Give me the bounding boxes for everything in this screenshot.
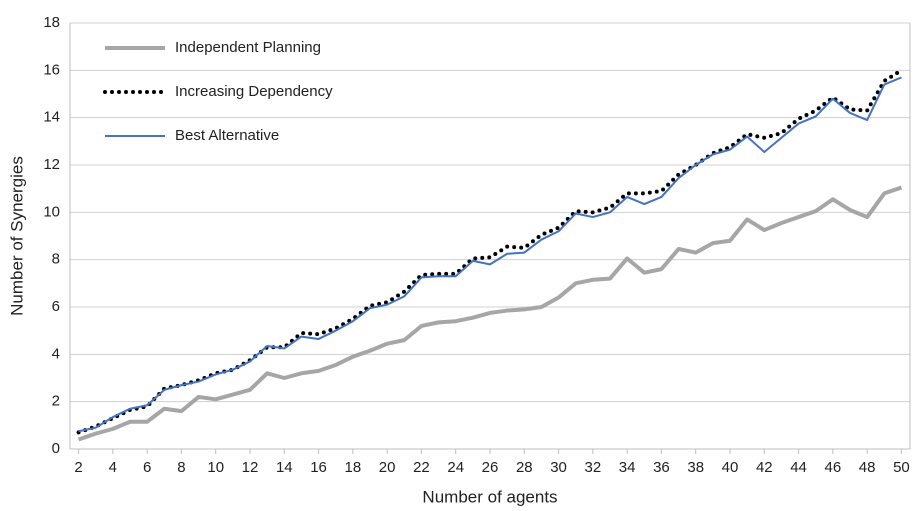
x-tick-label: 50 (893, 459, 910, 476)
x-tick-label: 42 (756, 459, 773, 476)
x-tick-label: 12 (242, 459, 259, 476)
x-tick-label: 10 (207, 459, 224, 476)
x-tick-label: 22 (413, 459, 430, 476)
x-tick-label: 14 (276, 459, 293, 476)
x-tick-label: 32 (585, 459, 602, 476)
x-tick-label: 6 (143, 459, 151, 476)
x-tick-label: 20 (379, 459, 396, 476)
x-tick-label: 24 (447, 459, 464, 476)
x-tick-label: 36 (653, 459, 670, 476)
y-tick-label: 0 (52, 440, 60, 457)
x-tick-label: 38 (687, 459, 704, 476)
y-tick-label: 12 (43, 156, 60, 173)
y-tick-label: 6 (52, 298, 60, 315)
x-tick-label: 26 (482, 459, 499, 476)
x-tick-label: 44 (790, 459, 807, 476)
series-line (76, 68, 904, 435)
y-tick-label: 10 (43, 203, 60, 220)
x-tick-label: 30 (550, 459, 567, 476)
x-tick-label: 46 (825, 459, 842, 476)
x-tick-label: 48 (859, 459, 876, 476)
y-tick-label: 14 (43, 109, 60, 126)
y-tick-label: 4 (52, 345, 60, 362)
x-tick-label: 8 (177, 459, 185, 476)
x-tick-label: 4 (109, 459, 117, 476)
x-tick-label: 18 (345, 459, 362, 476)
legend-label: Increasing Dependency (175, 83, 333, 100)
series-line (77, 185, 903, 442)
y-tick-label: 16 (43, 61, 60, 78)
series-line (78, 76, 902, 433)
x-tick-label: 2 (74, 459, 82, 476)
legend-label: Best Alternative (175, 127, 279, 144)
y-axis-title: Number of Synergies (7, 156, 26, 316)
x-tick-label: 16 (310, 459, 327, 476)
x-tick-label: 40 (722, 459, 739, 476)
legend-label: Independent Planning (175, 39, 321, 56)
x-tick-label: 34 (619, 459, 636, 476)
y-tick-label: 8 (52, 251, 60, 268)
x-axis-title: Number of agents (422, 487, 557, 506)
y-tick-label: 18 (43, 14, 60, 31)
y-tick-label: 2 (52, 393, 60, 410)
x-tick-label: 28 (516, 459, 533, 476)
